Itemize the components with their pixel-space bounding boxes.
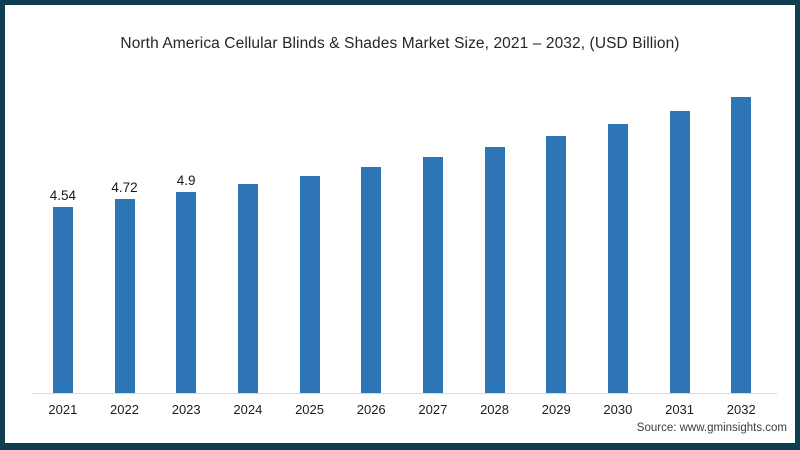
bar-cell [402, 89, 464, 393]
bar [484, 146, 505, 393]
bar-cell [279, 89, 341, 393]
x-axis-tick-label: 2028 [480, 402, 509, 417]
x-axis-tick-label: 2024 [233, 402, 263, 417]
x-axis-labels: 2021 2022 2023 2024 2025 2026 2027 2028 2029 2030… [32, 402, 772, 417]
x-axis-tick-label: 2025 [295, 402, 324, 417]
bar-cell: 4.54 [32, 89, 94, 393]
bar [546, 136, 567, 393]
bar [422, 157, 443, 393]
bar [731, 97, 752, 393]
x-axis-tick-label: 2031 [665, 402, 695, 417]
x-axis-tick-label: 2027 [418, 402, 448, 417]
x-axis-tick-label: 2022 [110, 402, 139, 417]
bar-cell [649, 89, 711, 393]
x-axis-tick-label: 2023 [171, 402, 201, 417]
bar [607, 123, 628, 393]
chart-title: North America Cellular Blinds & Shades M… [120, 35, 680, 52]
bars-container: 4.54 4.72 4.9 [32, 89, 772, 393]
source-credit: Source: www.gminsights.com [636, 422, 787, 434]
bar [52, 206, 73, 393]
bar-cell: 4.9 [155, 89, 217, 393]
bar-cell: 4.72 [94, 89, 156, 393]
bar [176, 191, 197, 393]
bar-value-label: 4.9 [176, 172, 196, 188]
bar [361, 167, 382, 393]
x-axis-tick-label: 2026 [356, 402, 386, 417]
bar-cell [587, 89, 649, 393]
bar-cell [340, 89, 402, 393]
bar-cell [464, 89, 526, 393]
bar-cell [710, 89, 772, 393]
x-axis-tick-label: 2029 [541, 402, 571, 417]
x-axis-tick-label: 2032 [726, 402, 756, 417]
bar [114, 199, 135, 393]
bar [669, 110, 690, 393]
bar-value-label: 4.72 [111, 180, 138, 196]
bar-cell [217, 89, 279, 393]
x-axis-line [32, 393, 777, 394]
bar-cell [525, 89, 587, 393]
bar [237, 183, 258, 393]
bar-value-label: 4.54 [49, 187, 76, 203]
bar [299, 176, 320, 393]
x-axis-tick-label: 2030 [603, 402, 633, 417]
x-axis-tick-label: 2021 [48, 402, 78, 417]
